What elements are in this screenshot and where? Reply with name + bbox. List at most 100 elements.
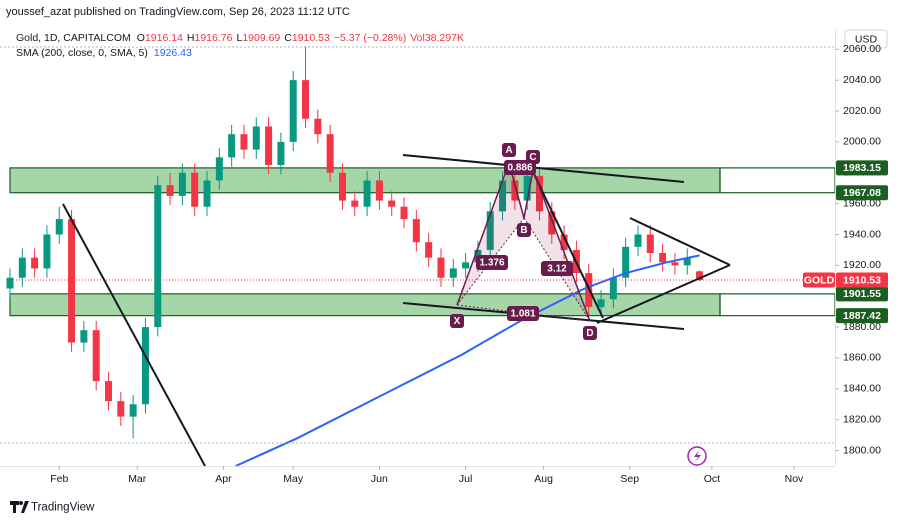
candle-body xyxy=(105,381,113,402)
y-tick-label: 2020.00 xyxy=(843,105,881,117)
x-tick-label: Feb xyxy=(50,473,68,485)
ratio-label: 3.12 xyxy=(547,264,567,275)
candle-body xyxy=(486,211,494,250)
y-tick-label: 1920.00 xyxy=(843,259,881,271)
candle-body xyxy=(535,175,543,212)
ohlc-value: 1916.76 xyxy=(195,32,233,44)
candle-body xyxy=(6,277,14,289)
trend-line xyxy=(532,171,604,319)
ratio-label: 1.376 xyxy=(479,258,504,269)
candle-body xyxy=(252,126,260,150)
candle-body xyxy=(462,262,470,269)
x-tick-label: May xyxy=(283,473,304,485)
sma-label: SMA (200, close, 0, SMA, 5) xyxy=(16,47,148,59)
candle-body xyxy=(228,134,236,158)
pattern-labels: X A B C D 1.376 0.886 3.12 1.081 xyxy=(450,143,597,340)
zone-extension xyxy=(719,293,835,317)
candle-body xyxy=(696,271,704,280)
trend-line xyxy=(402,302,685,330)
tv-logo xyxy=(10,501,29,513)
y-tick-label: 1960.00 xyxy=(843,197,881,209)
ratio-box xyxy=(507,306,539,321)
currency-button[interactable] xyxy=(844,29,888,49)
x-tick-label: Jul xyxy=(459,473,472,485)
x-tick-label: Nov xyxy=(785,473,804,485)
zone-price-label: 1983.15 xyxy=(843,162,881,174)
last-price-label: 1910.53 xyxy=(843,274,881,286)
pattern-fill xyxy=(524,170,590,321)
trend-line xyxy=(62,203,206,466)
zone-price-tag xyxy=(836,160,888,176)
candle-body xyxy=(671,262,679,266)
flash-icon[interactable] xyxy=(687,446,707,466)
y-tick-label: 2060.00 xyxy=(843,43,881,55)
volume: Vol38.297K xyxy=(410,32,464,44)
candle-body xyxy=(68,219,76,343)
candle-body xyxy=(43,234,51,269)
zone-price-label: 1967.08 xyxy=(843,187,881,199)
candle-body xyxy=(215,157,223,181)
candle-body xyxy=(499,180,507,212)
x-tick-label: Sep xyxy=(620,473,639,485)
candle-body xyxy=(265,126,273,166)
candle-body xyxy=(597,299,605,308)
candle-body xyxy=(523,175,531,201)
candle-body xyxy=(289,80,297,142)
candle-body xyxy=(548,211,556,235)
candle-body xyxy=(31,257,39,269)
candle-body xyxy=(240,134,248,150)
trend-line xyxy=(596,264,731,324)
ratio-label: 0.886 xyxy=(507,163,532,174)
y-tick-label: 1940.00 xyxy=(843,228,881,240)
axes: 1800.001820.001840.001860.001880.001900.… xyxy=(50,43,888,485)
y-tick-label: 1860.00 xyxy=(843,352,881,364)
trend-line xyxy=(629,217,731,266)
candle-body xyxy=(191,172,199,207)
y-tick-label: 1800.00 xyxy=(843,444,881,456)
point-label: C xyxy=(529,152,536,163)
sma-value: 1926.43 xyxy=(154,47,192,59)
y-tick-label: 1840.00 xyxy=(843,383,881,395)
last-price-tag xyxy=(836,272,888,288)
candle-body xyxy=(326,134,334,173)
candle-body xyxy=(659,253,667,263)
symbol-tag-label: GOLD xyxy=(804,274,835,286)
candle-body xyxy=(166,185,174,196)
candle-body xyxy=(314,118,322,135)
x-tick-label: Oct xyxy=(704,473,720,485)
candle-body xyxy=(141,327,149,405)
zone-price-label: 1901.55 xyxy=(843,288,881,300)
candle-body xyxy=(560,234,568,250)
x-tick-label: Aug xyxy=(534,473,553,485)
point-box xyxy=(502,143,516,157)
pattern-fill xyxy=(457,163,524,305)
trend-line xyxy=(402,154,685,183)
candle-body xyxy=(117,401,125,417)
y-tick-label: 2000.00 xyxy=(843,136,881,148)
point-box xyxy=(450,314,464,328)
point-label: B xyxy=(520,225,527,236)
candle-body xyxy=(129,404,137,417)
candle-body xyxy=(449,268,457,278)
y-tick-label: 1820.00 xyxy=(843,413,881,425)
change: −5.37 (−0.28%) xyxy=(334,32,406,44)
ratio-box xyxy=(476,255,508,270)
candle-body xyxy=(302,80,310,119)
ratio-box xyxy=(541,261,573,276)
candle-body xyxy=(634,234,642,247)
candle-body xyxy=(80,330,88,343)
zone-price-tag xyxy=(836,308,888,324)
zone-extension xyxy=(719,167,835,194)
point-box xyxy=(583,326,597,340)
candle-body xyxy=(363,180,371,207)
candle-body xyxy=(437,257,445,278)
author-line: youssef_azat published on TradingView.co… xyxy=(6,6,350,18)
flash-icon-bolt xyxy=(694,450,701,462)
ohlc-value: 1916.14 xyxy=(145,32,183,44)
x-tick-label: Apr xyxy=(215,473,232,485)
candle-body xyxy=(18,257,26,278)
currency[interactable]: USD xyxy=(855,33,878,45)
candle-body xyxy=(55,219,63,235)
